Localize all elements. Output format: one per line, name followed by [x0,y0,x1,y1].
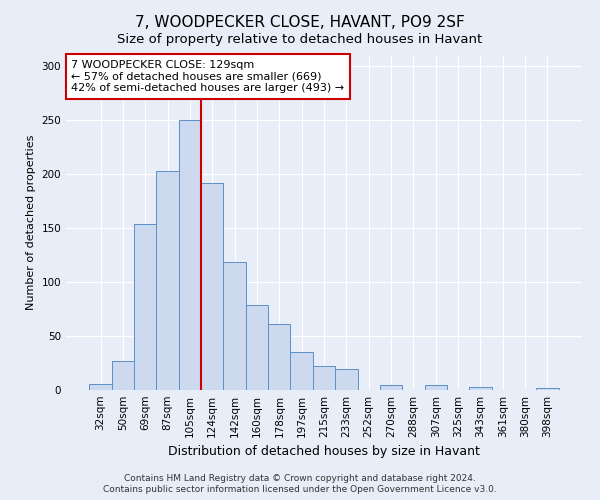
X-axis label: Distribution of detached houses by size in Havant: Distribution of detached houses by size … [168,446,480,458]
Bar [246,304,268,390]
Text: Size of property relative to detached houses in Havant: Size of property relative to detached ho… [118,32,482,46]
Bar [425,384,447,390]
Bar [290,352,313,390]
Bar [157,170,179,390]
Bar [536,388,559,390]
Text: 7, WOODPECKER CLOSE, HAVANT, PO9 2SF: 7, WOODPECKER CLOSE, HAVANT, PO9 2SF [135,15,465,30]
Bar [179,120,201,390]
Bar [134,224,157,390]
Bar [223,262,246,390]
Bar [335,370,358,390]
Bar [313,366,335,390]
Bar [469,387,491,390]
Bar [268,324,290,390]
Bar [89,384,112,390]
Bar [380,384,402,390]
Text: Contains HM Land Registry data © Crown copyright and database right 2024.
Contai: Contains HM Land Registry data © Crown c… [103,474,497,494]
Bar [201,182,223,390]
Bar [112,361,134,390]
Text: 7 WOODPECKER CLOSE: 129sqm
← 57% of detached houses are smaller (669)
42% of sem: 7 WOODPECKER CLOSE: 129sqm ← 57% of deta… [71,60,344,93]
Y-axis label: Number of detached properties: Number of detached properties [26,135,36,310]
